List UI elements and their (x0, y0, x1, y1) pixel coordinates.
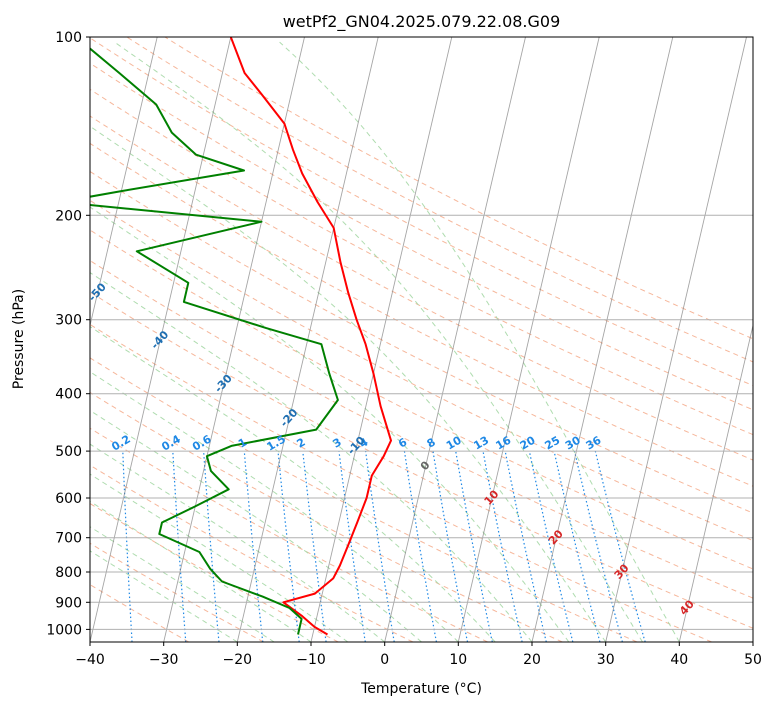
profile-series (90, 37, 392, 636)
x-tick-label: 10 (449, 652, 467, 668)
dry-adiabat-line (90, 323, 712, 642)
dry-adiabat-line (90, 357, 638, 642)
moist-adiabat-line (114, 41, 643, 642)
mixing-ratio-line (203, 451, 220, 642)
dry-adiabat-line (90, 62, 753, 411)
mixing-ratio-line (338, 451, 366, 642)
isotherm-line (384, 37, 526, 642)
x-axis: −40 −30 −20 −10 0 10 20 30 40 50 (75, 642, 762, 668)
moist-adiabat-line (90, 125, 607, 642)
isotherm-line (163, 37, 305, 642)
y-tick-label: 500 (55, 444, 82, 460)
dry-adiabat-line (90, 142, 753, 487)
isotherm-line (310, 37, 453, 642)
mixing-ratio-line (528, 450, 574, 642)
x-tick-label: 50 (744, 652, 762, 668)
isotherm-line (531, 37, 674, 642)
y-tick-label: 900 (55, 595, 82, 611)
dry-adiabat-line (90, 291, 753, 629)
moist-adiabats (90, 41, 680, 642)
moist-adiabat-line (90, 206, 570, 642)
mixing-ratio-line (277, 451, 300, 642)
dry-adiabat-line (164, 37, 753, 340)
temperature-line (229, 37, 392, 636)
chart-title: wetPf2_GN04.2025.079.22.08.G09 (283, 12, 561, 32)
dry-adiabat-line (126, 37, 753, 363)
mixing-ratio-line (455, 450, 493, 642)
y-tick-label: 400 (55, 387, 82, 403)
isotherms (90, 37, 753, 642)
moist-adiabat-line (90, 325, 496, 642)
moist-adiabat-line (90, 473, 349, 642)
mixing-ratio-line (302, 451, 327, 642)
y-tick-label: 1000 (46, 622, 82, 638)
plot-frame (89, 36, 754, 643)
isotherm-line (678, 323, 753, 642)
x-axis-title: Temperature (°C) (360, 681, 482, 697)
moist-adiabat-line (90, 371, 459, 642)
isotherm-line (90, 37, 232, 642)
y-tick-label: 600 (55, 491, 82, 507)
mixing-ratio-line (365, 451, 395, 642)
dry-adiabat-line (90, 502, 339, 642)
mixing-ratio-line (504, 450, 547, 642)
dewpoint-line (90, 47, 339, 635)
y-axis-title: Pressure (hPa) (11, 289, 27, 389)
mixing-ratio-line (553, 450, 601, 642)
y-tick-label: 100 (55, 30, 82, 46)
moist-adiabat-line (90, 271, 533, 642)
x-tick-label: −20 (223, 652, 253, 668)
mixing-ratio-line (574, 450, 623, 642)
dry-adiabat-line (90, 88, 753, 436)
x-tick-label: −40 (75, 652, 105, 668)
moist-adiabat-line (90, 443, 386, 642)
isotherm-line (605, 37, 747, 642)
dry-adiabat-line (90, 199, 753, 542)
x-tick-label: −10 (296, 652, 326, 668)
x-tick-label: −30 (149, 652, 179, 668)
isotherm-line (90, 37, 158, 328)
y-tick-label: 200 (55, 208, 82, 224)
y-tick-label: 300 (55, 313, 82, 329)
x-tick-label: 30 (597, 652, 615, 668)
moist-adiabat-line (90, 409, 422, 642)
x-tick-label: 40 (670, 652, 688, 668)
x-tick-label: 20 (523, 652, 541, 668)
y-tick-label: 800 (55, 565, 82, 581)
dry-adiabat-line (90, 37, 753, 387)
x-tick-label: 0 (380, 652, 389, 668)
pressure-gridlines (90, 37, 753, 630)
y-tick-label: 700 (55, 531, 82, 547)
mixing-ratio-line (243, 451, 264, 642)
y-axis: 100 200 300 400 500 600 700 800 900 1000 (46, 30, 90, 638)
isotherm-line (457, 37, 600, 642)
mixing-ratio-line (482, 450, 523, 642)
dry-adiabat-line (90, 464, 414, 642)
moist-adiabat-line (279, 41, 680, 642)
